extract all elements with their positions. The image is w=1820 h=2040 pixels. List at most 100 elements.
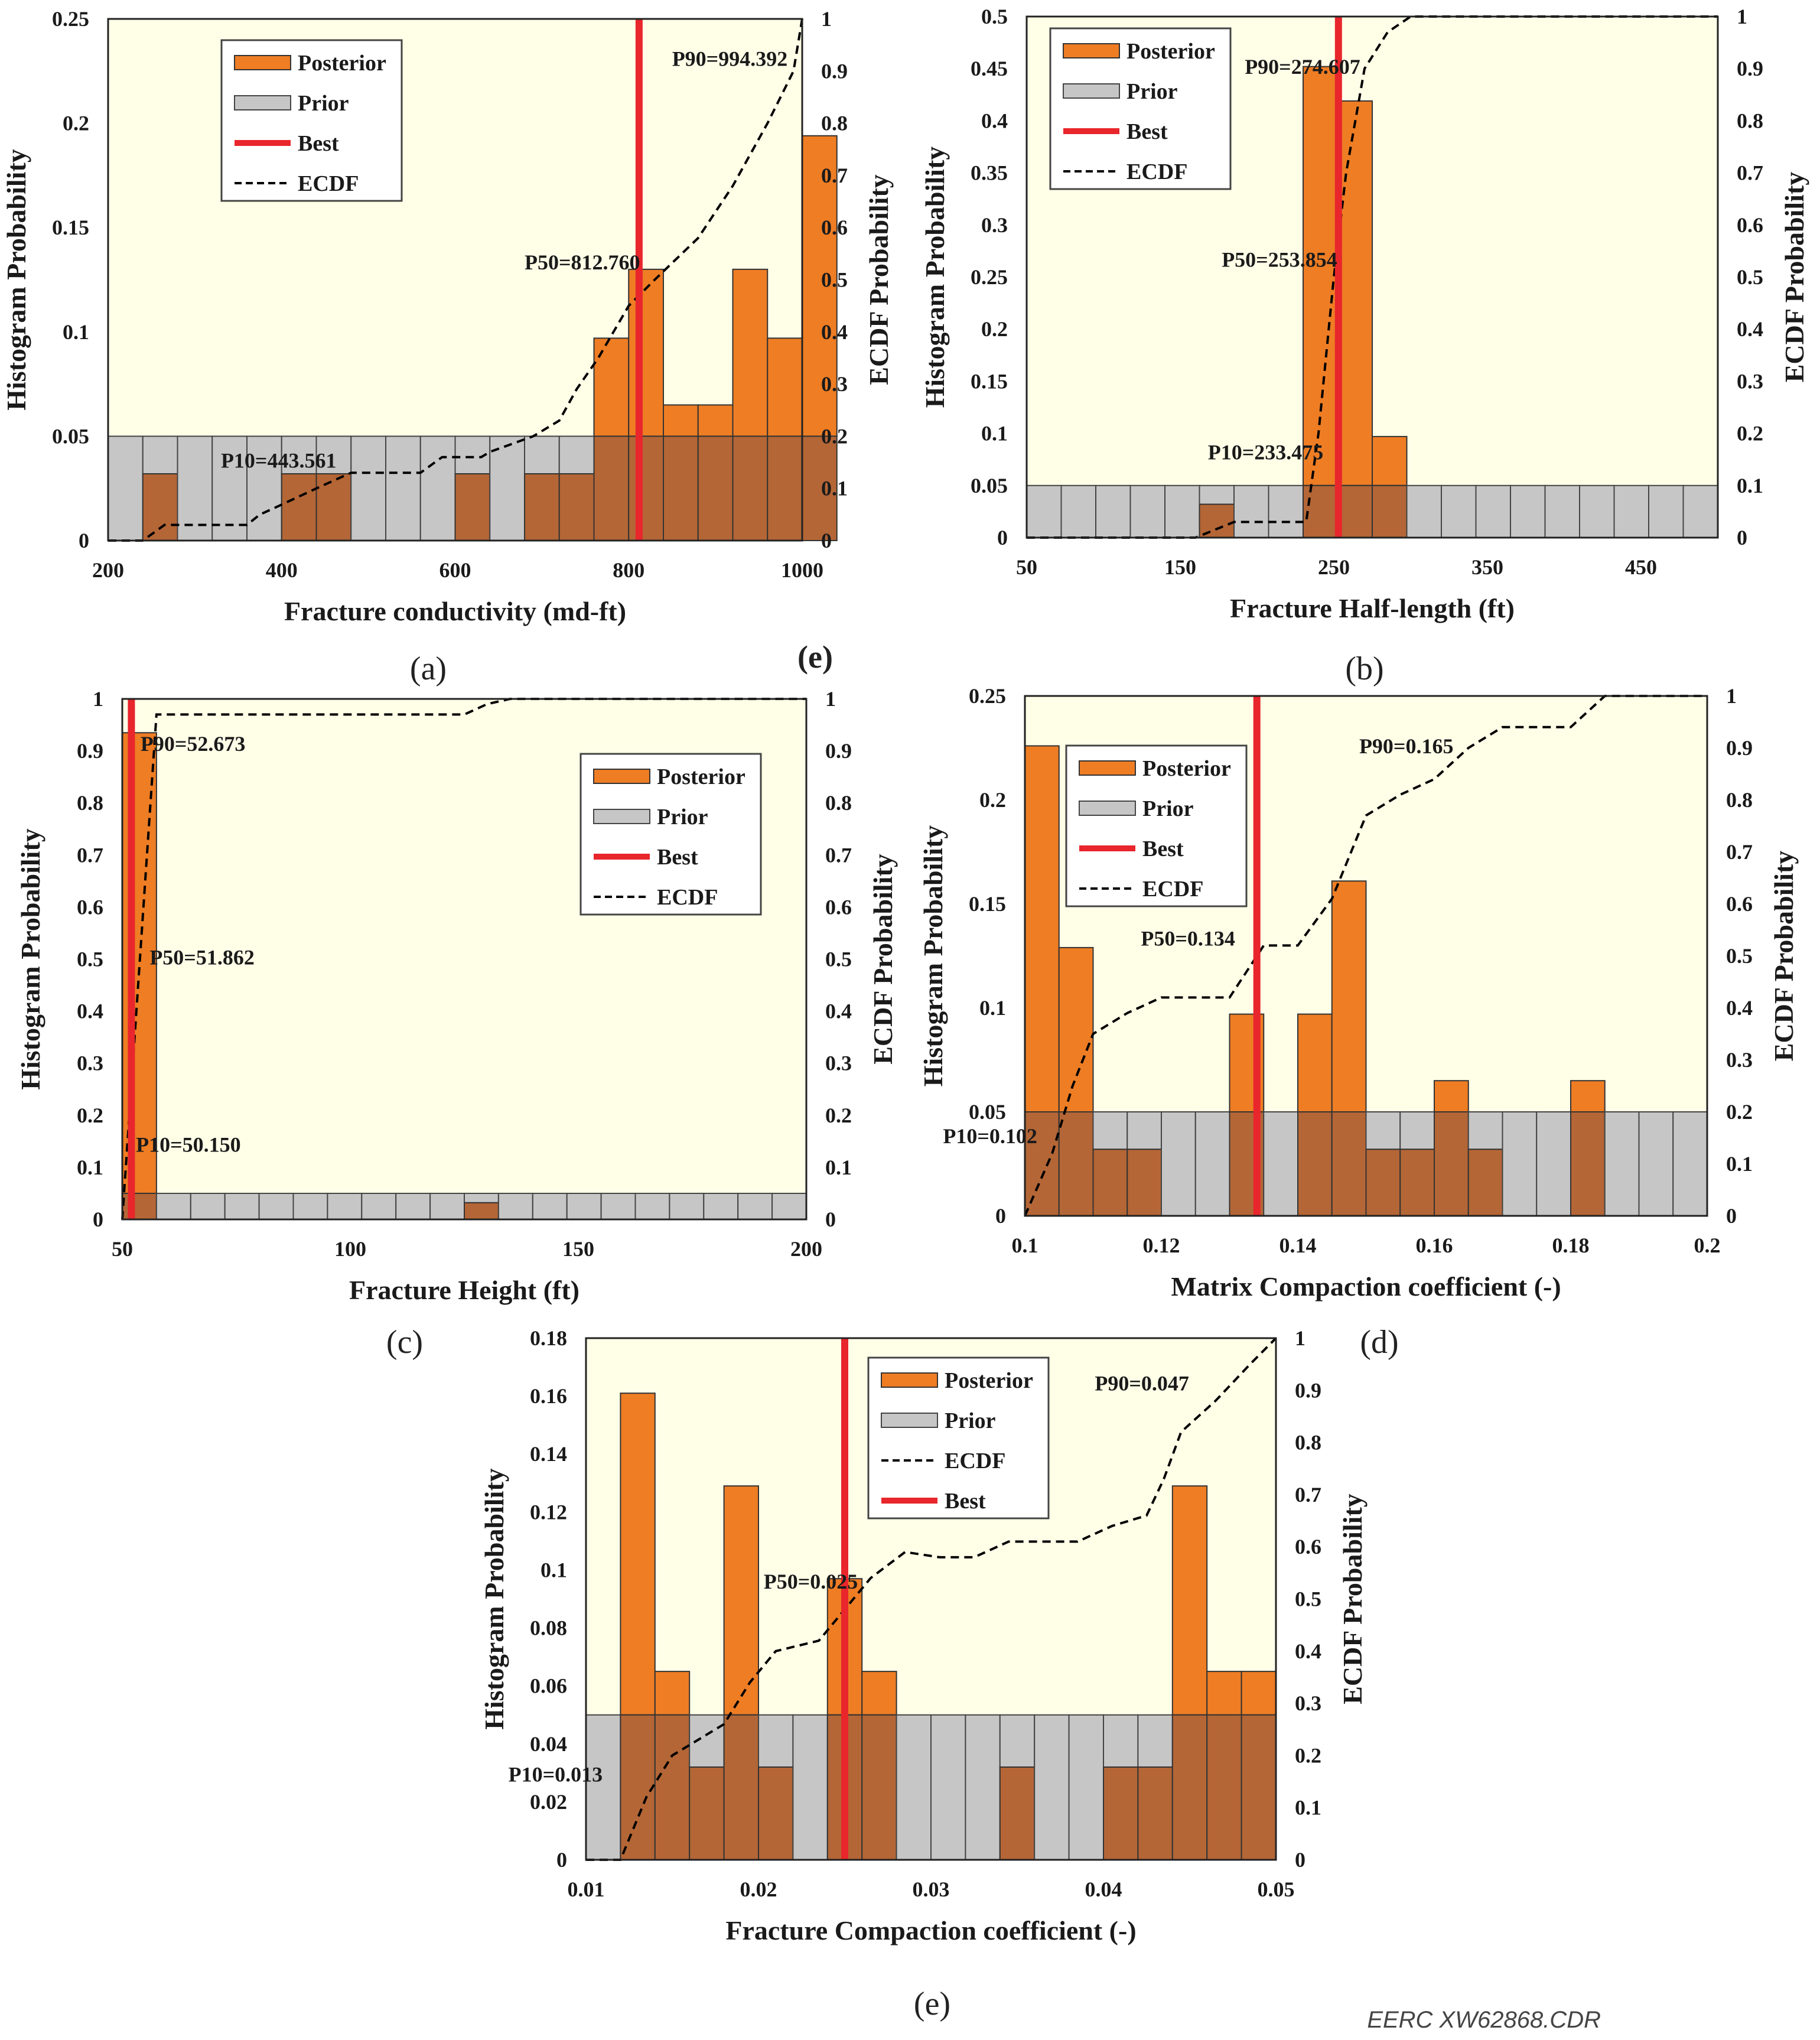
y-tick-label: 0.5 <box>981 5 1008 28</box>
y2-tick-label: 0.6 <box>1737 213 1763 237</box>
y-tick-label: 0.2 <box>77 1104 103 1127</box>
y-axis-title: Histogram Probability <box>15 828 45 1090</box>
overlap-bar <box>454 473 491 542</box>
y-tick-label: 0.15 <box>971 369 1008 393</box>
legend: Posterior Prior Best ECDF <box>220 39 403 202</box>
prior-bar <box>1672 1111 1708 1216</box>
y-tick-label: 0.45 <box>971 57 1008 80</box>
prior-bar <box>1092 1111 1128 1150</box>
panel-label: (b) <box>1345 650 1383 687</box>
y2-tick-label: 0 <box>1295 1848 1305 1872</box>
prior-bar <box>1034 1714 1070 1860</box>
x-tick-label: 800 <box>613 558 644 582</box>
y-tick-label: 0.14 <box>530 1442 567 1466</box>
prior-bar <box>108 435 144 542</box>
overlap-bar <box>1399 1148 1435 1216</box>
prior-bar <box>1129 484 1165 538</box>
legend-swatch-prior <box>593 809 650 824</box>
y2-tick-label: 0.6 <box>825 895 852 919</box>
footer-credit: EERC XW62868.CDR <box>1367 2007 1601 2033</box>
x-tick-label: 0.04 <box>1085 1878 1122 1901</box>
prior-bar <box>142 435 178 474</box>
prior-bar <box>600 1192 636 1220</box>
y-axis-title: Histogram Probability <box>1 149 31 411</box>
overlap-bar <box>524 473 560 542</box>
x-tick-label: 250 <box>1318 555 1350 579</box>
prior-bar <box>703 1192 739 1220</box>
prior-bar <box>965 1714 1001 1860</box>
y-tick-label: 0.1 <box>979 996 1006 1020</box>
overlap-bar <box>122 1192 157 1220</box>
y2-tick-label: 1 <box>821 7 832 31</box>
posterior-bar <box>1058 946 1094 1113</box>
percentile-annotation: P90=52.673 <box>141 732 246 756</box>
y2-tick-label: 0.1 <box>825 1156 852 1179</box>
y-tick-label: 0 <box>93 1208 103 1231</box>
x-tick-label: 450 <box>1625 555 1657 579</box>
y-tick-label: 0.3 <box>981 213 1008 237</box>
prior-bar <box>385 435 421 542</box>
x-tick-label: 0.14 <box>1279 1234 1317 1257</box>
prior-bar <box>896 1714 932 1860</box>
legend-swatch-posterior <box>234 55 291 70</box>
y-tick-label: 0.3 <box>77 1052 103 1075</box>
prior-bar <box>292 1192 328 1220</box>
y2-tick-label: 0.4 <box>1295 1639 1321 1663</box>
overlap-bar <box>142 473 178 542</box>
y2-tick-label: 0.7 <box>825 843 852 867</box>
stray-panel-label: (e) <box>797 639 833 675</box>
y2-tick-label: 1 <box>1295 1326 1305 1350</box>
legend-label: Best <box>1142 837 1184 861</box>
prior-bar <box>1126 1111 1162 1150</box>
y2-tick-label: 0.9 <box>1726 736 1753 760</box>
y2-tick-label: 1 <box>1726 684 1737 708</box>
x-tick-label: 1000 <box>781 558 823 582</box>
overlap-bar <box>628 435 664 542</box>
y-tick-label: 0.12 <box>530 1500 567 1524</box>
x-tick-label: 100 <box>334 1237 366 1261</box>
y-tick-label: 0.8 <box>77 791 103 815</box>
prior-bar <box>327 1192 363 1220</box>
x-tick-label: 0.03 <box>913 1878 950 1901</box>
y-tick-label: 0.05 <box>969 1100 1006 1124</box>
posterior-bar <box>1024 745 1060 1112</box>
prior-bar <box>258 1192 294 1220</box>
plot-frame <box>107 18 803 542</box>
chart-panel-5: 0 0.02 0.04 0.06 0.08 0.1 0.12 0.14 0.16 0.18 0 0.1… <box>479 1326 1368 2022</box>
legend-swatch-prior <box>1063 83 1120 99</box>
legend-swatch-posterior <box>1063 43 1120 58</box>
overlap-bar <box>1434 1111 1469 1216</box>
posterior-bar <box>861 1671 897 1716</box>
overlap-bar <box>620 1714 656 1860</box>
x-tick-label: 200 <box>790 1237 822 1261</box>
prior-bar <box>1233 484 1269 538</box>
y-tick-label: 0.1 <box>77 1156 103 1179</box>
y2-tick-label: 0.6 <box>1295 1535 1321 1559</box>
overlap-bar <box>1024 1111 1060 1216</box>
posterior-bar <box>1337 100 1373 486</box>
y-tick-label: 0.15 <box>969 892 1006 916</box>
posterior-bar <box>1206 1671 1242 1716</box>
y-tick-label: 0.02 <box>530 1790 567 1814</box>
chart-panel-4: 0 0.05 0.1 0.15 0.2 0.25 0 0.1 0.2 0.3 0.4 0.5 0.6 0.… <box>918 684 1799 1361</box>
prior-bar <box>1263 1111 1298 1216</box>
legend-label: ECDF <box>657 885 718 910</box>
y-tick-label: 0.4 <box>981 109 1008 132</box>
legend-label: Prior <box>1142 796 1194 821</box>
y2-tick-label: 0.3 <box>821 372 848 396</box>
posterior-bar <box>697 404 734 437</box>
overlap-bar <box>1126 1148 1162 1216</box>
overlap-bar <box>1467 1148 1503 1216</box>
y-tick-label: 0 <box>995 1204 1006 1228</box>
x-axis-title: Fracture Compaction coefficient (-) <box>725 1915 1136 1945</box>
plot-frame <box>585 1337 1277 1861</box>
y2-tick-label: 0.6 <box>1726 892 1753 916</box>
panel-label: (d) <box>1360 1324 1398 1361</box>
legend-label: Posterior <box>1142 756 1231 781</box>
prior-bar <box>224 1192 260 1220</box>
overlap-bar <box>1092 1148 1128 1216</box>
y2-tick-label: 0.5 <box>1726 944 1753 968</box>
x-axis-title: Fracture conductivity (md-ft) <box>284 596 626 626</box>
y2-tick-label: 0.3 <box>1726 1048 1753 1072</box>
